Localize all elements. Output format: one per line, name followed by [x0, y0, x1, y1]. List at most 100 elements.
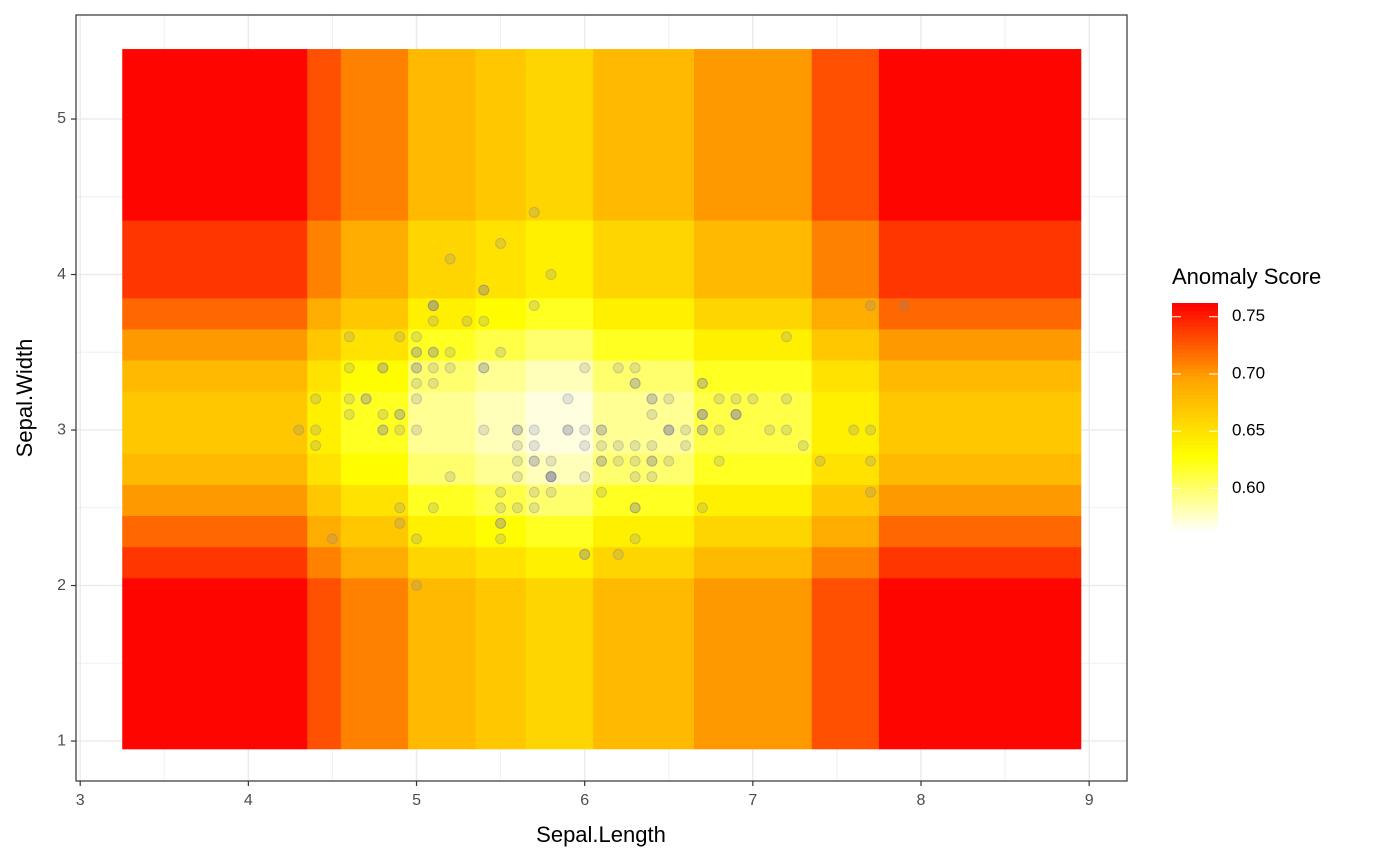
data-point	[427, 362, 439, 374]
data-point	[596, 424, 607, 436]
data-point	[780, 393, 792, 405]
legend-gradient	[1172, 448, 1218, 453]
heatmap-cell	[307, 220, 342, 299]
heatmap-cell	[340, 546, 409, 579]
legend-gradient	[1172, 314, 1218, 319]
legend-gradient	[1172, 470, 1218, 476]
heatmap-cell	[878, 297, 1082, 330]
data-point	[394, 424, 406, 436]
legend-gradient	[1172, 524, 1218, 529]
data-point	[495, 517, 507, 529]
data-point	[360, 393, 372, 405]
legend-gradient	[1172, 455, 1218, 461]
legend-gradient	[1172, 310, 1218, 316]
x-tick-label: 3	[76, 792, 85, 809]
data-point	[411, 424, 423, 436]
legend-gradient	[1172, 322, 1218, 327]
panel-border	[75, 14, 1128, 782]
data-point	[511, 502, 523, 514]
data-point	[713, 455, 725, 467]
heatmap-cell	[307, 546, 342, 579]
data-point	[511, 424, 523, 436]
x-axis-title: Sepal.Length	[536, 822, 666, 847]
legend-gradient	[1172, 360, 1218, 365]
data-point	[646, 440, 658, 452]
data-point	[377, 362, 389, 374]
legend-gradient	[1172, 486, 1218, 491]
data-point	[478, 284, 490, 296]
heatmap-cell	[593, 577, 695, 750]
legend: 0.60 0.65 0.70 0.75	[1172, 303, 1265, 533]
y-tick-label: 3	[57, 421, 66, 438]
heatmap-cell	[878, 328, 1082, 361]
data-point	[646, 455, 658, 467]
y-axis-title: Sepal.Width	[12, 339, 37, 458]
legend-gradient	[1172, 333, 1218, 338]
heatmap-cell	[408, 546, 476, 579]
heatmap-cell	[525, 546, 594, 579]
legend-gradient	[1172, 428, 1218, 434]
legend-tick-label: 0.75	[1232, 306, 1265, 325]
data-point	[444, 362, 456, 374]
heatmap-cell	[307, 297, 342, 330]
heatmap-cell	[878, 515, 1082, 548]
heatmap-cell	[525, 515, 594, 548]
data-point	[780, 424, 792, 436]
data-point	[612, 455, 624, 467]
y-tick-label: 1	[57, 732, 66, 749]
heatmap-cell	[122, 220, 308, 299]
heatmap-cell	[122, 515, 308, 548]
heatmap-cell	[408, 515, 476, 548]
data-point	[865, 455, 877, 467]
data-point	[696, 377, 708, 389]
heatmap-cell	[408, 453, 476, 485]
heatmap	[122, 49, 1082, 750]
legend-gradient	[1172, 371, 1218, 377]
data-point	[562, 424, 574, 436]
heatmap-cell	[811, 546, 880, 579]
legend-gradient	[1172, 497, 1218, 503]
heatmap-cell	[525, 297, 594, 330]
data-point	[478, 315, 490, 327]
legend-gradient	[1172, 493, 1218, 499]
data-point	[427, 300, 439, 312]
data-point	[579, 362, 591, 374]
heatmap-cell	[340, 577, 409, 750]
legend-title: Anomaly Score	[1172, 264, 1321, 289]
heatmap-cell	[475, 360, 527, 392]
data-point	[528, 206, 540, 218]
data-point	[427, 346, 439, 358]
data-point	[495, 533, 507, 545]
heatmap-cell	[525, 422, 594, 454]
data-point	[411, 393, 423, 405]
heatmap-cell	[122, 453, 308, 485]
legend-gradient	[1172, 509, 1218, 514]
data-point	[411, 346, 423, 358]
data-point	[444, 471, 456, 483]
heatmap-cell	[878, 220, 1082, 299]
heatmap-cell	[307, 453, 342, 485]
data-point	[696, 408, 708, 420]
legend-gradient	[1172, 440, 1218, 445]
data-point	[545, 486, 557, 498]
heatmap-cell	[340, 220, 409, 299]
heatmap-cell	[693, 328, 813, 361]
legend-gradient	[1172, 516, 1218, 522]
data-point	[545, 269, 557, 281]
heatmap-cell	[475, 297, 527, 330]
data-point	[629, 377, 641, 389]
heatmap-cell	[122, 328, 308, 361]
heatmap-cell	[693, 297, 813, 330]
legend-gradient	[1172, 474, 1218, 480]
data-point	[478, 424, 490, 436]
data-point	[427, 346, 439, 358]
heatmap-cell	[122, 577, 308, 750]
data-point	[629, 502, 641, 514]
data-point	[579, 548, 591, 560]
data-point	[730, 408, 742, 420]
heatmap-cell	[122, 49, 308, 221]
data-point	[680, 440, 692, 452]
data-point	[394, 517, 406, 529]
data-point	[696, 502, 708, 514]
data-point	[579, 424, 591, 436]
